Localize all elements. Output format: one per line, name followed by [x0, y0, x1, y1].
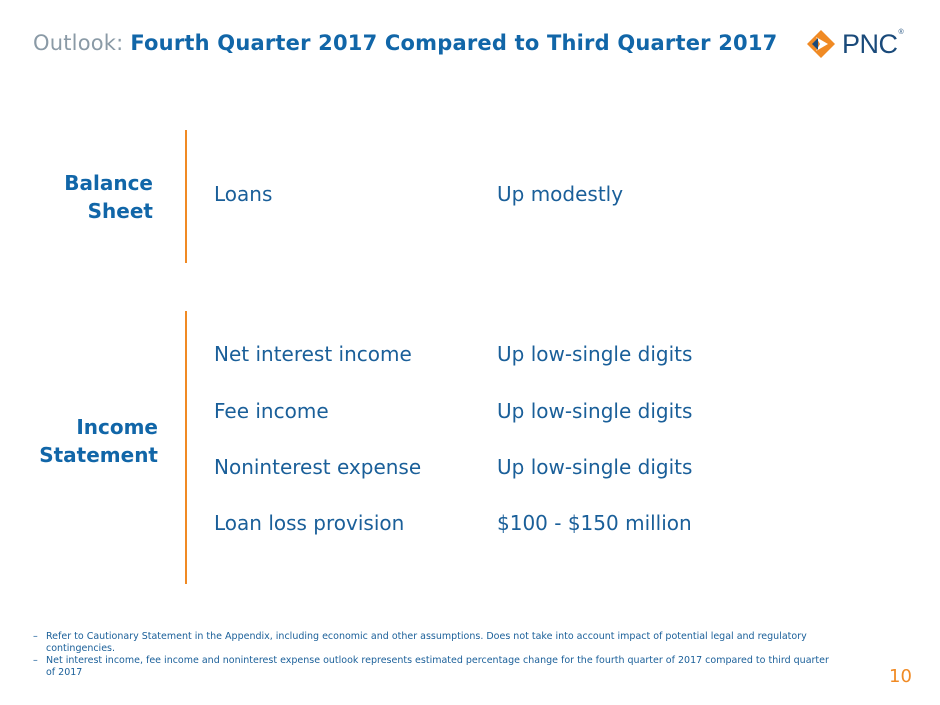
row-value-net-interest-income: Up low-single digits — [497, 342, 693, 366]
row-value-fee-income: Up low-single digits — [497, 399, 693, 423]
income-statement-label: Income Statement — [39, 413, 158, 469]
row-value-loan-loss-provision: $100 - $150 million — [497, 511, 692, 535]
income-statement-divider — [185, 311, 187, 584]
pnc-logo: PNC® — [806, 27, 904, 61]
page-number: 10 — [889, 666, 912, 687]
page-title: Outlook: Fourth Quarter 2017 Compared to… — [33, 31, 777, 55]
footnote-1: Refer to Cautionary Statement in the App… — [33, 631, 833, 655]
footnotes: Refer to Cautionary Statement in the App… — [33, 631, 833, 679]
balance-sheet-label-line1: Balance — [64, 171, 153, 195]
balance-sheet-label: Balance Sheet — [64, 169, 153, 225]
balance-sheet-label-line2: Sheet — [87, 199, 153, 223]
income-statement-label-line2: Statement — [39, 443, 158, 467]
table-row: Loans Up modestly — [214, 182, 623, 206]
row-value-loans: Up modestly — [497, 182, 624, 206]
table-row: Loan loss provision $100 - $150 million — [214, 511, 692, 535]
balance-sheet-divider — [185, 130, 187, 263]
row-value-noninterest-expense: Up low-single digits — [497, 455, 693, 479]
row-item-loans: Loans — [214, 182, 273, 206]
pnc-logo-icon — [807, 30, 835, 58]
title-prefix: Outlook: — [33, 31, 124, 55]
title-main: Fourth Quarter 2017 Compared to Third Qu… — [130, 31, 778, 55]
row-item-loan-loss-provision: Loan loss provision — [214, 511, 405, 535]
table-row: Fee income Up low-single digits — [214, 399, 692, 423]
row-item-noninterest-expense: Noninterest expense — [214, 455, 422, 479]
row-item-net-interest-income: Net interest income — [214, 342, 412, 366]
table-row: Noninterest expense Up low-single digits — [214, 455, 692, 479]
footnote-2: Net interest income, fee income and noni… — [33, 655, 833, 679]
row-item-fee-income: Fee income — [214, 399, 329, 423]
logo-text: PNC® — [842, 28, 904, 59]
table-row: Net interest income Up low-single digits — [214, 342, 692, 366]
income-statement-label-line1: Income — [76, 415, 158, 439]
